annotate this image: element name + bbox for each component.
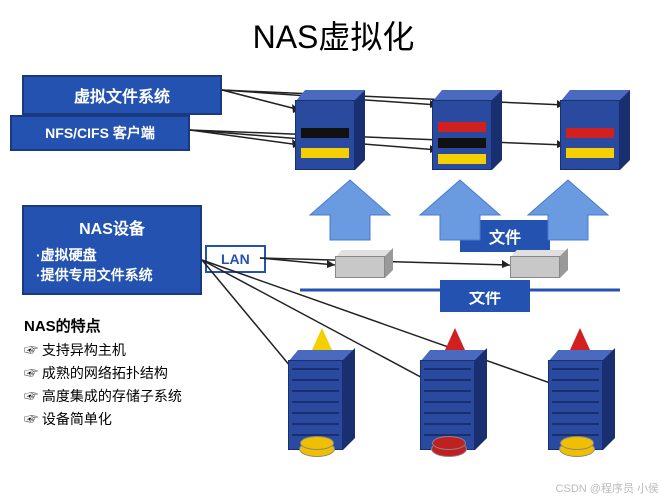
features-block: NAS的特点 支持异构主机 成熟的网络拓扑结构 高度集成的存储子系统 设备简单化 [24,315,182,432]
feature-item: 设备简单化 [24,409,182,429]
file-label-2: 文件 [440,280,530,312]
disk-icon [300,436,334,450]
nas-line1: ·虚拟硬盘 [36,245,188,265]
switch-box [335,250,395,280]
disk-icon [432,436,466,450]
server-box [288,350,358,450]
nas-header: NAS设备 [36,215,188,239]
nas-line2: ·提供专用文件系统 [36,265,188,285]
host-box [560,90,630,170]
lan-label: LAN [205,245,266,273]
features-list: 支持异构主机 成熟的网络拓扑结构 高度集成的存储子系统 设备简单化 [24,340,182,429]
host-box [432,90,502,170]
nas-label: NAS设备 ·虚拟硬盘 ·提供专用文件系统 [22,205,202,295]
up-arrow-icon [312,328,332,350]
feature-item: 成熟的网络拓扑结构 [24,363,182,383]
feature-item: 支持异构主机 [24,340,182,360]
up-arrow-icon [445,328,465,350]
server-box [420,350,490,450]
page-title: NAS虚拟化 [253,12,415,58]
host-box [295,90,365,170]
features-title: NAS的特点 [24,315,182,336]
feature-item: 高度集成的存储子系统 [24,386,182,406]
file-label-1: 文件 [460,220,550,252]
up-arrow-icon [570,328,590,350]
watermark: CSDN @程序员 小侯 [556,480,659,496]
vfs-label: 虚拟文件系统 [22,75,222,115]
switch-box [510,250,570,280]
disk-icon [560,436,594,450]
server-box [548,350,618,450]
nfs-label: NFS/CIFS 客户端 [10,115,190,151]
